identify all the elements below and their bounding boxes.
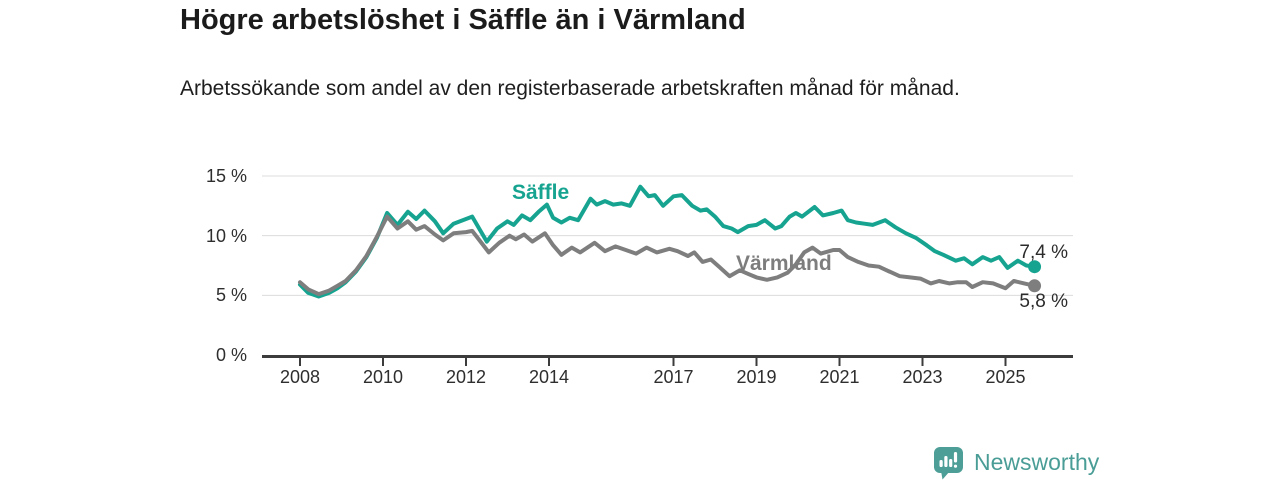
y-axis-label: 5 % xyxy=(215,285,247,306)
saffle-end-value-label: 7,4 % xyxy=(1019,242,1068,263)
x-axis-label: 2014 xyxy=(528,367,570,387)
series-label-varmland: Värmland xyxy=(736,252,832,275)
brand-name: Newsworthy xyxy=(974,448,1100,475)
x-axis-label: 2008 xyxy=(279,367,321,387)
x-axis-label: 2017 xyxy=(653,367,694,387)
varmland-end-value-label: 5,8 % xyxy=(1019,291,1068,312)
series-end-dot-säffle xyxy=(1028,260,1042,274)
y-axis-label: 10 % xyxy=(205,225,247,246)
series-label-saffle: Säffle xyxy=(512,181,570,204)
x-axis-label: 2019 xyxy=(736,367,777,387)
x-axis-label: 2010 xyxy=(362,367,404,387)
series-line-säffle xyxy=(298,184,1037,299)
y-axis-label: 0 % xyxy=(215,345,247,365)
x-axis-label: 2025 xyxy=(985,367,1026,387)
x-axis-label: 2023 xyxy=(902,367,943,387)
newsworthy-logo-icon xyxy=(934,446,963,479)
page-title: Högre arbetslöshet i Säffle än i Värmlan… xyxy=(180,4,746,36)
series-line-värmland xyxy=(298,214,1037,297)
x-axis-label: 2012 xyxy=(445,367,487,387)
chart-subtitle: Arbetssökande som andel av den registerb… xyxy=(180,77,960,100)
y-axis-label: 15 % xyxy=(205,166,247,186)
series-end-dot-värmland xyxy=(1028,279,1042,293)
newsworthy-branding: Newsworthy xyxy=(932,444,1099,480)
x-axis-label: 2021 xyxy=(819,367,860,387)
